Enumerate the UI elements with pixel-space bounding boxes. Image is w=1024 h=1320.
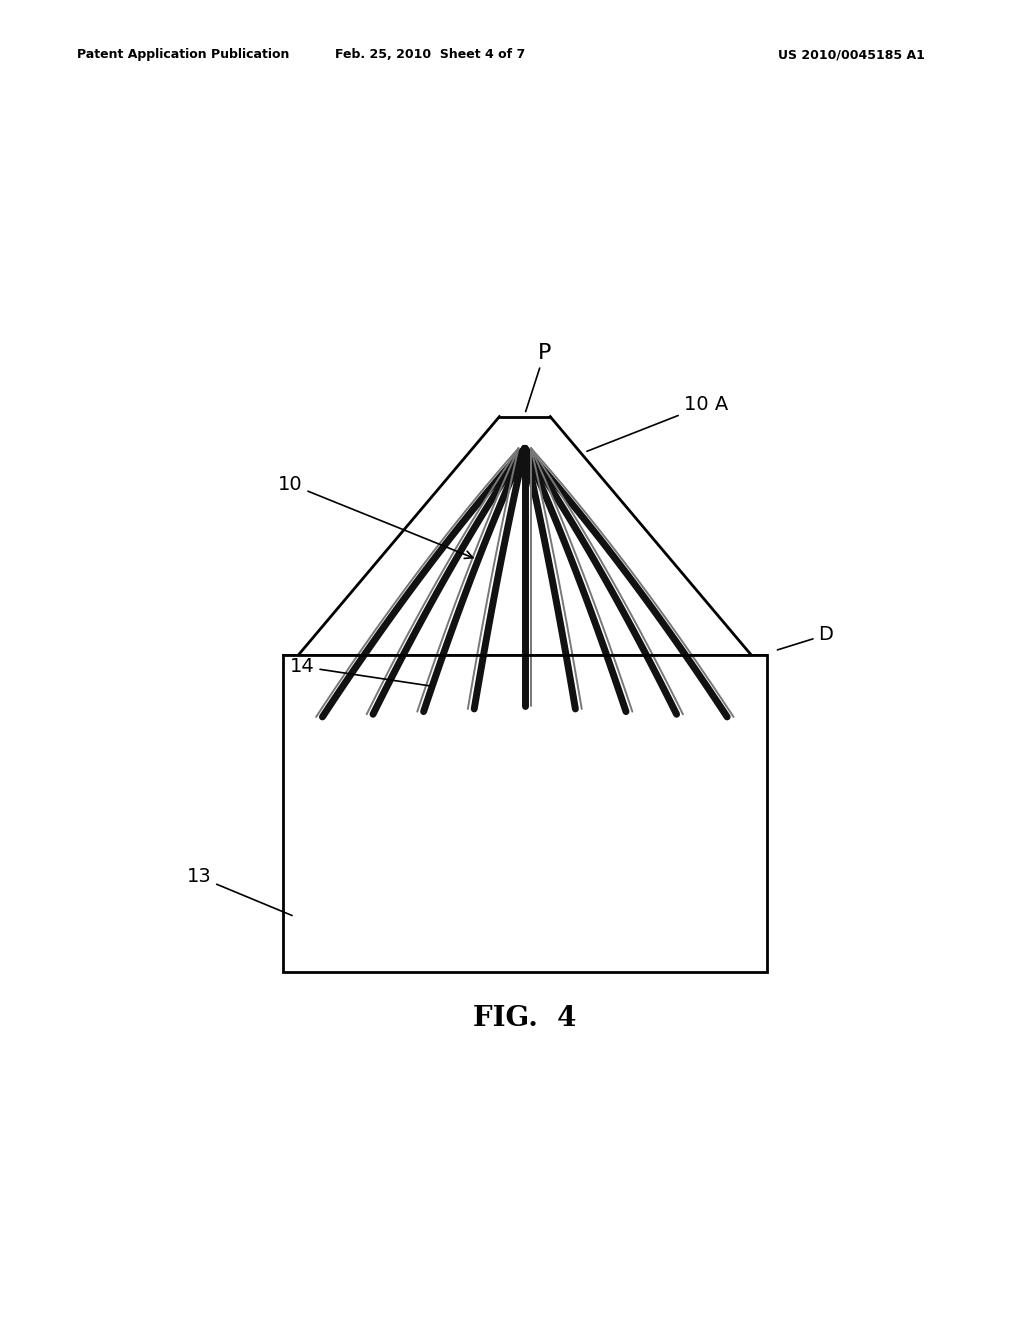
Text: 10 A: 10 A bbox=[587, 395, 728, 451]
Text: 14: 14 bbox=[290, 657, 431, 686]
Text: 13: 13 bbox=[186, 867, 292, 916]
Text: 10: 10 bbox=[278, 475, 473, 558]
Text: US 2010/0045185 A1: US 2010/0045185 A1 bbox=[778, 48, 925, 61]
Text: Feb. 25, 2010  Sheet 4 of 7: Feb. 25, 2010 Sheet 4 of 7 bbox=[335, 48, 525, 61]
Text: Patent Application Publication: Patent Application Publication bbox=[77, 48, 289, 61]
Text: D: D bbox=[777, 626, 834, 649]
Text: P: P bbox=[525, 343, 551, 412]
Text: FIG.  4: FIG. 4 bbox=[473, 1005, 577, 1032]
